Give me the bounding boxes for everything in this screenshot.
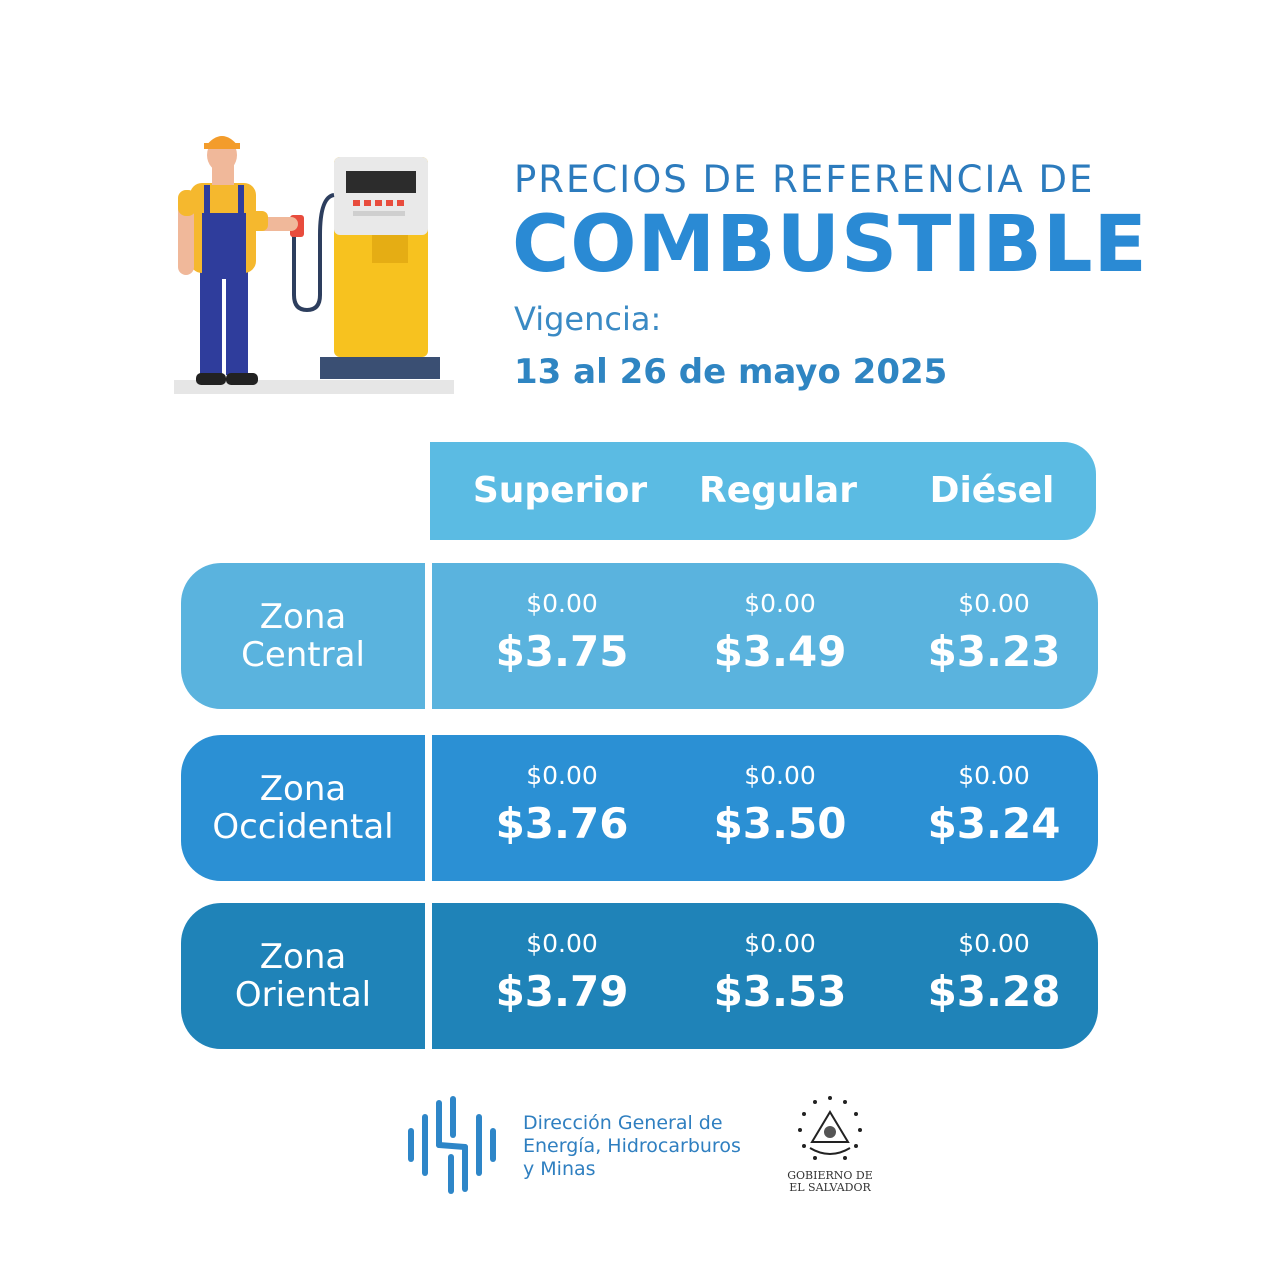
- validity-label: Vigencia:: [514, 300, 662, 338]
- fuel-attendant-icon: [174, 136, 454, 394]
- price-change: $0.00: [526, 589, 598, 618]
- zone-label: Zona Occidental: [181, 735, 425, 881]
- price-change: $0.00: [958, 929, 1030, 958]
- zone-row-occidental: Zona Occidental $0.00 $3.76 $0.00 $3.50 …: [181, 735, 1098, 881]
- zone-label-line1: Zona: [259, 597, 347, 637]
- government-label-line1: GOBIERNO DE: [787, 1169, 873, 1182]
- org-name-line1: Dirección General de: [523, 1112, 723, 1134]
- price-value: $3.79: [495, 967, 629, 1016]
- org-name: Dirección General de Energía, Hidrocarbu…: [523, 1112, 741, 1181]
- zone-values: $0.00 $3.79 $0.00 $3.53 $0.00 $3.28: [432, 903, 1098, 1049]
- zone-values: $0.00 $3.76 $0.00 $3.50 $0.00 $3.24: [432, 735, 1098, 881]
- price-change: $0.00: [526, 761, 598, 790]
- title-line1: PRECIOS DE REFERENCIA DE: [514, 158, 1095, 201]
- government-label-line2: EL SALVADOR: [789, 1181, 871, 1194]
- price-cell-regular: $0.00 $3.50: [670, 735, 890, 881]
- zone-label-line2: Central: [241, 635, 365, 675]
- price-change: $0.00: [744, 929, 816, 958]
- dgehm-logo-icon: [408, 1096, 496, 1194]
- price-cell-diesel: $0.00 $3.23: [884, 563, 1104, 709]
- zone-label-line1: Zona: [259, 937, 347, 977]
- price-cell-regular: $0.00 $3.49: [670, 563, 890, 709]
- price-cell-diesel: $0.00 $3.28: [884, 903, 1104, 1049]
- price-value: $3.50: [713, 799, 847, 848]
- price-cell-diesel: $0.00 $3.24: [884, 735, 1104, 881]
- zone-label-line2: Occidental: [212, 807, 394, 847]
- price-change: $0.00: [526, 929, 598, 958]
- column-header-superior: Superior: [472, 470, 648, 511]
- price-value: $3.28: [927, 967, 1061, 1016]
- zone-label-line2: Oriental: [234, 975, 372, 1015]
- zone-label: Zona Central: [181, 563, 425, 709]
- price-change: $0.00: [744, 589, 816, 618]
- table-header-row: Superior Regular Diésel: [430, 442, 1096, 540]
- zone-label-line1: Zona: [259, 769, 347, 809]
- government-label: GOBIERNO DE EL SALVADOR: [770, 1170, 890, 1194]
- title-line2: COMBUSTIBLE: [512, 200, 1148, 290]
- column-header-diesel: Diésel: [929, 470, 1055, 511]
- price-value: $3.75: [495, 627, 629, 676]
- zone-values: $0.00 $3.75 $0.00 $3.49 $0.00 $3.23: [432, 563, 1098, 709]
- price-change: $0.00: [958, 761, 1030, 790]
- el-salvador-seal-icon: [798, 1096, 862, 1160]
- price-cell-superior: $0.00 $3.75: [452, 563, 672, 709]
- price-change: $0.00: [744, 761, 816, 790]
- price-change: $0.00: [958, 589, 1030, 618]
- org-name-line2: Energía, Hidrocarburos: [523, 1135, 741, 1157]
- price-cell-regular: $0.00 $3.53: [670, 903, 890, 1049]
- validity-dates: 13 al 26 de mayo 2025: [514, 352, 948, 392]
- column-header-regular: Regular: [699, 470, 857, 511]
- price-value: $3.23: [927, 627, 1061, 676]
- price-value: $3.53: [713, 967, 847, 1016]
- price-value: $3.76: [495, 799, 629, 848]
- price-value: $3.24: [927, 799, 1061, 848]
- price-cell-superior: $0.00 $3.76: [452, 735, 672, 881]
- org-name-line3: y Minas: [523, 1158, 596, 1180]
- zone-label: Zona Oriental: [181, 903, 425, 1049]
- price-value: $3.49: [713, 627, 847, 676]
- price-cell-superior: $0.00 $3.79: [452, 903, 672, 1049]
- zone-row-oriental: Zona Oriental $0.00 $3.79 $0.00 $3.53 $0…: [181, 903, 1098, 1049]
- zone-row-central: Zona Central $0.00 $3.75 $0.00 $3.49 $0.…: [181, 563, 1098, 709]
